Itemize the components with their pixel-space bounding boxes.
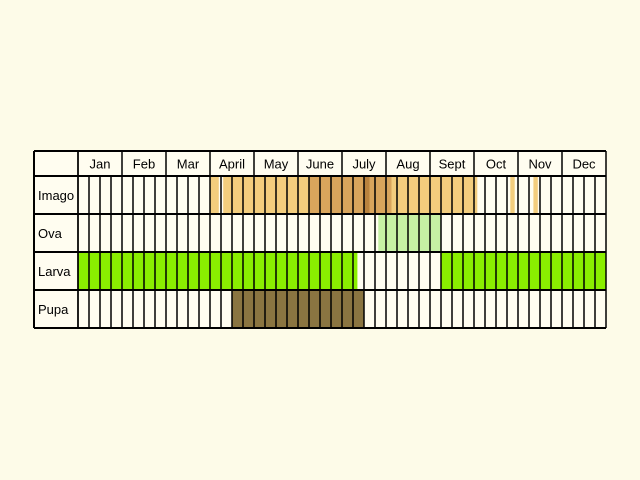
month-label-dec: Dec <box>572 157 596 172</box>
fill-ova-8 <box>378 214 441 252</box>
fill-imago-6 <box>510 176 515 214</box>
fill-imago-3 <box>364 176 370 214</box>
fill-imago-2 <box>309 176 364 214</box>
fill-imago-5 <box>391 176 478 214</box>
month-label-sept: Sept <box>439 157 466 172</box>
month-label-april: April <box>219 157 245 172</box>
fill-larva-9 <box>78 252 358 290</box>
month-label-may: May <box>264 157 289 172</box>
month-label-nov: Nov <box>528 157 552 172</box>
month-label-mar: Mar <box>177 157 200 172</box>
fill-larva-10 <box>441 252 606 290</box>
stage-label-pupa: Pupa <box>38 302 69 317</box>
month-label-june: June <box>306 157 334 172</box>
fill-imago-4 <box>369 176 392 214</box>
fill-imago-0 <box>210 176 219 214</box>
stage-label-larva: Larva <box>38 264 71 279</box>
month-label-oct: Oct <box>486 157 507 172</box>
month-label-jan: Jan <box>90 157 111 172</box>
stage-label-ova: Ova <box>38 226 63 241</box>
month-label-july: July <box>352 157 376 172</box>
fill-imago-1 <box>223 176 309 214</box>
stage-label-imago: Imago <box>38 188 74 203</box>
fill-imago-7 <box>533 176 538 214</box>
month-label-feb: Feb <box>133 157 155 172</box>
month-label-aug: Aug <box>396 157 419 172</box>
